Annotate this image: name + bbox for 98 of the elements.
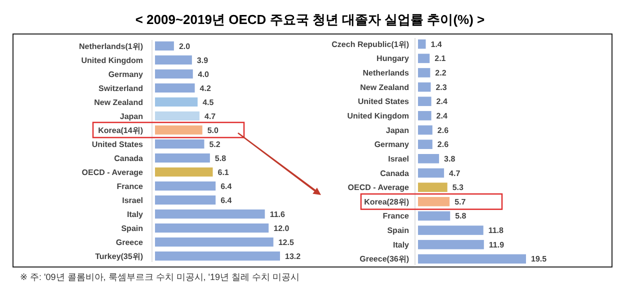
- bar: [155, 181, 216, 191]
- data-label: 4.7: [204, 112, 216, 121]
- bar: [418, 96, 432, 106]
- bar: [418, 240, 484, 250]
- y-tick-label: United Kingdom: [81, 56, 143, 65]
- y-tick-label: Hungary: [376, 54, 410, 64]
- data-label: 3.8: [444, 154, 456, 164]
- y-tick-label: Japan: [386, 126, 410, 135]
- data-label: 6.1: [218, 168, 230, 177]
- bar: [155, 209, 265, 219]
- data-label: 2.6: [437, 140, 450, 150]
- y-tick-label: Italy: [392, 240, 410, 250]
- data-label: 2.4: [436, 111, 448, 120]
- y-tick-label: Greece: [116, 238, 144, 247]
- y-tick-label: United States: [358, 97, 410, 106]
- data-label: 4.5: [202, 98, 214, 107]
- data-label: 2.6: [437, 126, 450, 135]
- y-tick-label: Germany: [108, 70, 144, 79]
- y-tick-label: Spain: [387, 226, 410, 236]
- bar: [155, 69, 193, 79]
- data-label: 5.2: [209, 140, 221, 149]
- data-label: 2.4: [436, 97, 448, 106]
- data-label: 5.0: [207, 126, 220, 135]
- bar: [155, 251, 280, 261]
- y-tick-label: United States: [92, 140, 144, 149]
- data-label: 4.7: [449, 168, 461, 178]
- bar: [418, 196, 450, 206]
- data-label: 5.3: [452, 183, 464, 192]
- data-label: 12.5: [278, 238, 294, 247]
- y-tick-label: Switzerland: [98, 84, 144, 93]
- y-tick-label: France: [116, 182, 144, 191]
- y-tick-label: France: [382, 212, 410, 221]
- bar: [155, 153, 210, 163]
- data-label: 2.3: [436, 82, 448, 92]
- y-tick-label: Korea(28위): [364, 197, 410, 206]
- bar: [418, 226, 484, 235]
- data-label: 5.7: [454, 197, 466, 206]
- y-tick-label: Canada: [380, 168, 410, 178]
- data-label: 2.2: [435, 68, 447, 78]
- data-label: 11.8: [488, 226, 504, 236]
- data-label: 6.4: [220, 196, 232, 205]
- bar: [155, 195, 216, 205]
- text: ※ 주: '09년 콜롬비아, 룩셈부르크 수치 미공시, '19년 칠레 수치 미공시: [20, 272, 300, 282]
- text: < 2009~2019년 OECD 주요국 청년 대졸자 실업률 추이(%) >: [135, 12, 486, 27]
- data-label: 13.2: [285, 252, 302, 261]
- bar: [155, 55, 192, 65]
- data-label: 2.0: [178, 42, 191, 51]
- bar: [418, 125, 432, 135]
- data-label: 5.8: [214, 154, 227, 163]
- bar: [155, 167, 213, 177]
- bar: [155, 125, 202, 135]
- bar: [155, 41, 174, 51]
- bar: [418, 254, 526, 264]
- y-tick-label: Netherlands: [362, 68, 410, 78]
- data-label: 5.8: [455, 212, 467, 221]
- y-tick-label: OECD - Average: [348, 183, 410, 192]
- data-label: 1.4: [430, 40, 442, 49]
- y-tick-label: OECD - Average: [82, 168, 144, 177]
- bar: [155, 97, 198, 107]
- y-tick-label: New Zealand: [94, 98, 144, 107]
- y-tick-label: New Zealand: [360, 82, 410, 92]
- bar: [418, 68, 430, 78]
- data-label: 11.6: [270, 210, 286, 219]
- y-tick-label: Netherlands(1위): [78, 42, 144, 51]
- bar: [418, 154, 440, 164]
- y-tick-label: United Kingdom: [347, 111, 409, 120]
- y-tick-label: Greece(36위): [360, 254, 410, 264]
- data-label: 3.9: [196, 56, 209, 65]
- bar: [155, 139, 204, 149]
- data-label: 19.5: [531, 254, 548, 264]
- data-label: 4.0: [198, 70, 210, 79]
- bar: [418, 168, 444, 178]
- data-label: 12.0: [274, 224, 290, 233]
- y-tick-label: Israel: [388, 154, 409, 164]
- bar: [155, 237, 274, 247]
- bar: [418, 211, 450, 221]
- y-tick-label: Spain: [121, 224, 144, 233]
- y-tick-label: Korea(14위): [98, 126, 144, 135]
- bar: [418, 39, 426, 49]
- y-tick-label: Czech Republic(1위): [332, 40, 410, 49]
- data-label: 4.2: [200, 84, 212, 93]
- bar: [418, 54, 430, 64]
- y-tick-label: Japan: [120, 112, 144, 121]
- y-tick-label: Germany: [374, 140, 410, 150]
- bar: [155, 111, 200, 121]
- y-tick-label: Canada: [114, 154, 144, 163]
- data-label: 6.4: [220, 182, 232, 191]
- data-label: 11.9: [488, 240, 505, 250]
- bar: [418, 82, 431, 92]
- y-tick-label: Turkey(35위): [95, 252, 144, 261]
- bar: [155, 223, 269, 233]
- bar: [155, 83, 195, 93]
- y-tick-label: Israel: [122, 196, 143, 205]
- bar: [418, 140, 432, 149]
- y-tick-label: Italy: [126, 210, 144, 219]
- data-label: 2.1: [434, 54, 446, 64]
- bar: [418, 111, 432, 120]
- bar: [418, 182, 448, 192]
